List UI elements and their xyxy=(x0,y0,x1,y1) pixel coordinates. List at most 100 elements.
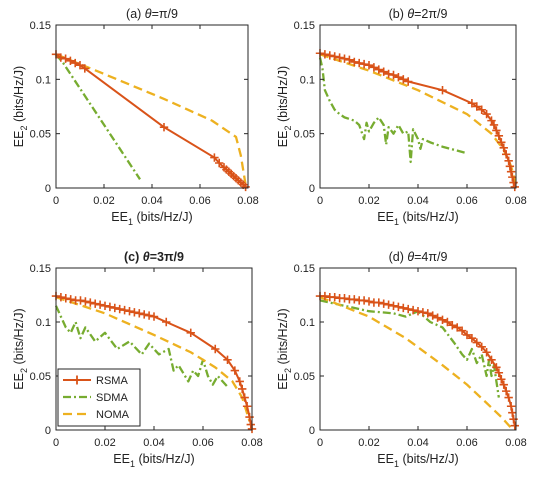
data-point-rsma xyxy=(477,342,486,352)
data-point-rsma xyxy=(240,393,249,402)
data-point-rsma xyxy=(404,304,413,314)
series-line-noma xyxy=(55,296,251,422)
series-line-noma xyxy=(319,296,512,429)
data-point-rsma xyxy=(506,167,516,176)
data-point-rsma xyxy=(389,70,398,80)
data-point-rsma xyxy=(374,65,383,74)
data-point-rsma xyxy=(443,317,452,327)
data-point-rsma xyxy=(71,58,80,68)
x-tick-label: 0.08 xyxy=(241,437,262,449)
data-point-rsma xyxy=(115,304,124,314)
x-tick-label: 0 xyxy=(53,195,59,207)
data-point-rsma xyxy=(359,296,369,305)
data-point-rsma xyxy=(230,366,240,375)
data-point-rsma xyxy=(81,297,90,306)
data-point-rsma xyxy=(508,172,517,182)
data-point-rsma xyxy=(510,182,519,192)
data-point-rsma xyxy=(438,315,447,325)
x-tick-label: 0.04 xyxy=(143,437,164,449)
data-point-rsma xyxy=(364,297,374,306)
y-tick-label: 0.15 xyxy=(294,20,315,32)
y-tick-label: 0.1 xyxy=(300,74,315,86)
data-point-rsma xyxy=(462,330,472,340)
data-point-rsma xyxy=(242,402,252,411)
data-point-rsma xyxy=(504,156,513,166)
data-point-rsma xyxy=(394,302,403,312)
legend-label-sdma: SDMA xyxy=(96,392,128,404)
data-point-rsma xyxy=(379,299,388,308)
x-tick-label: 0.02 xyxy=(93,195,114,207)
x-tick-label: 0.06 xyxy=(456,195,477,207)
data-point-rsma xyxy=(364,61,374,70)
legend-label-noma: NOMA xyxy=(96,409,130,421)
data-point-rsma xyxy=(505,162,515,171)
x-tick-label: 0.04 xyxy=(407,195,428,207)
data-point-rsma xyxy=(335,53,344,62)
data-point-rsma xyxy=(472,338,481,347)
data-point-rsma xyxy=(120,305,129,315)
panel-title: (b) θ=2π/9 xyxy=(389,7,448,21)
x-tick-label: 0.04 xyxy=(141,195,162,207)
series-line-sdma xyxy=(318,57,468,164)
x-tick-label: 0.06 xyxy=(189,195,210,207)
x-tick-label: 0 xyxy=(317,437,323,449)
data-point-rsma xyxy=(457,326,467,335)
x-tick-label: 0.06 xyxy=(192,437,213,449)
y-axis-label: EE2 (bits/Hz/J) xyxy=(12,66,29,147)
data-point-rsma xyxy=(359,59,369,69)
legend-box xyxy=(57,368,141,427)
data-point-rsma xyxy=(492,126,501,135)
data-point-rsma xyxy=(413,307,423,316)
data-point-rsma xyxy=(453,323,462,332)
data-point-rsma xyxy=(86,298,95,307)
series-line-noma xyxy=(55,53,247,185)
data-point-rsma xyxy=(472,102,481,111)
panel-title: (a) θ=π/9 xyxy=(126,7,178,21)
data-point-rsma xyxy=(345,55,354,64)
data-point-rsma xyxy=(497,138,506,147)
data-point-rsma xyxy=(235,377,244,386)
data-point-rsma xyxy=(502,150,511,159)
data-point-rsma xyxy=(502,386,511,396)
x-tick-label: 0.04 xyxy=(407,437,428,449)
y-tick-label: 0.1 xyxy=(300,317,315,329)
x-axis-label: EE1 (bits/Hz/J) xyxy=(111,210,192,227)
data-point-rsma xyxy=(506,402,516,411)
data-point-rsma xyxy=(467,99,477,108)
x-axis-label: EE1 (bits/Hz/J) xyxy=(377,452,458,469)
data-point-rsma xyxy=(162,317,171,327)
data-point-rsma xyxy=(369,63,379,72)
series-line-sdma xyxy=(319,299,500,398)
x-tick-label: 0.02 xyxy=(94,437,115,449)
data-point-rsma xyxy=(428,311,437,320)
y-axis-label: EE2 (bits/Hz/J) xyxy=(12,308,29,389)
data-point-rsma xyxy=(211,344,220,354)
data-point-rsma xyxy=(423,309,432,318)
y-axis-label: EE2 (bits/Hz/J) xyxy=(276,66,293,147)
data-point-rsma xyxy=(238,384,247,394)
data-point-rsma xyxy=(510,421,519,430)
data-point-rsma xyxy=(350,57,359,67)
y-tick-label: 0 xyxy=(309,183,315,195)
legend-marker-rsma xyxy=(72,375,82,385)
y-tick-label: 0.1 xyxy=(36,74,51,86)
data-point-rsma xyxy=(223,355,232,364)
data-point-rsma xyxy=(489,120,499,130)
data-point-rsma xyxy=(340,294,349,303)
data-point-rsma xyxy=(508,408,517,417)
x-tick-label: 0.02 xyxy=(358,437,379,449)
data-point-rsma xyxy=(130,308,139,317)
data-point-rsma xyxy=(100,301,110,310)
y-tick-label: 0.15 xyxy=(294,263,315,275)
x-tick-label: 0.08 xyxy=(505,195,526,207)
x-axis-label: EE1 (bits/Hz/J) xyxy=(377,210,458,227)
x-tick-label: 0 xyxy=(317,195,323,207)
data-point-rsma xyxy=(408,305,418,315)
data-point-rsma xyxy=(355,58,364,68)
data-point-rsma xyxy=(144,311,154,320)
data-point-rsma xyxy=(394,72,403,82)
data-point-rsma xyxy=(384,69,393,79)
x-axis-label: EE1 (bits/Hz/J) xyxy=(113,452,194,469)
data-point-rsma xyxy=(499,143,508,152)
data-point-rsma xyxy=(75,61,85,70)
